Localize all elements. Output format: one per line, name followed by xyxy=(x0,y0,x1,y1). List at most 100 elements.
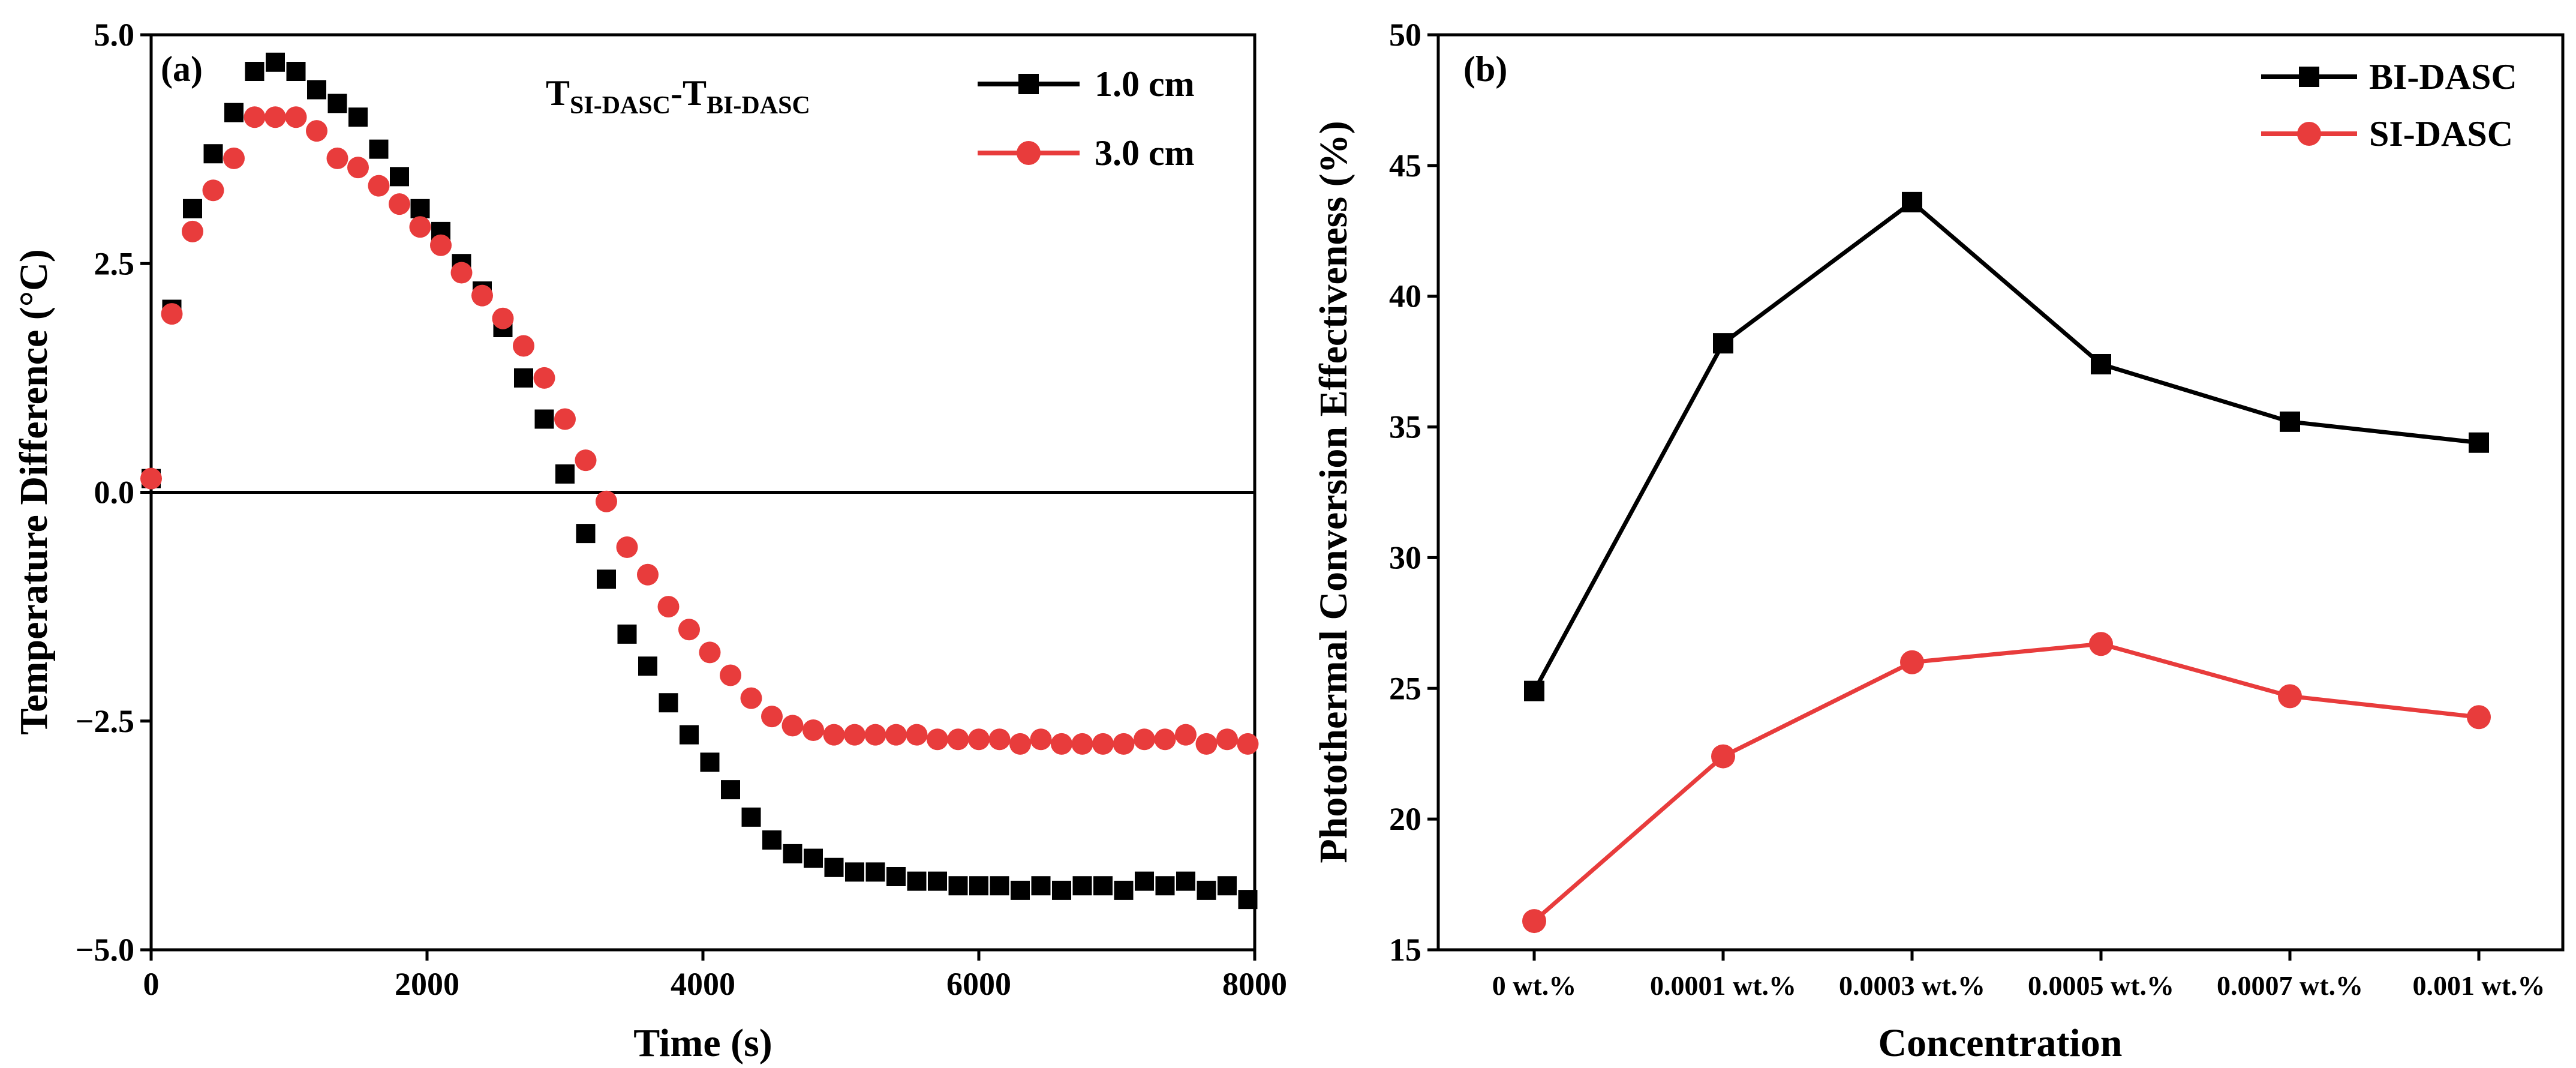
annotation-sub1: SI-DASC xyxy=(570,92,671,119)
panel-a-data-point xyxy=(928,871,947,891)
panel-b-legend: BI-DASC SI-DASC xyxy=(2261,57,2517,154)
panel-b-series-1 xyxy=(1522,632,2491,934)
panel-a-data-point xyxy=(741,807,761,827)
panel-a-data-point xyxy=(223,147,245,169)
panel-a-data-point xyxy=(823,724,845,746)
panel-a-data-point xyxy=(533,367,555,389)
panel-b-x-tick-label: 0.001 wt.% xyxy=(2412,970,2545,1001)
panel-a-data-point xyxy=(657,596,680,618)
panel-a-data-point xyxy=(804,848,823,868)
annotation-t1: T xyxy=(546,73,570,113)
panel-b-legend-marker xyxy=(2297,122,2321,146)
panel-a-y-tick-label: 0.0 xyxy=(94,475,135,511)
panel-a-series-1 xyxy=(140,106,1259,755)
panel-b-data-point xyxy=(1711,744,1735,769)
panel-b-y-tick-label: 50 xyxy=(1389,17,1421,53)
panel-a-data-point xyxy=(1155,876,1175,896)
panel-a-series xyxy=(140,52,1259,910)
panel-a-data-point xyxy=(389,193,410,215)
panel-b-y-tick-label: 45 xyxy=(1389,148,1421,184)
panel-a-data-point xyxy=(430,234,452,256)
panel-a-data-point xyxy=(513,335,534,357)
panel-a-data-point xyxy=(968,728,990,751)
panel-a-y-tick-label: −5.0 xyxy=(76,932,134,968)
panel-a-data-point xyxy=(1134,728,1155,751)
panel-b-x-tick-label: 0.0003 wt.% xyxy=(1839,970,1985,1001)
panel-b-y-tick-label: 25 xyxy=(1389,670,1421,706)
panel-b-data-point xyxy=(1524,680,1544,701)
panel-a-data-point xyxy=(326,147,348,169)
panel-a-data-point xyxy=(1009,733,1031,755)
panel-a-data-point xyxy=(1237,733,1259,755)
panel-a-data-point xyxy=(1093,876,1113,896)
panel-a-data-point xyxy=(306,120,327,142)
panel-b-x-tick-label: 0.0001 wt.% xyxy=(1650,970,1796,1001)
panel-b-data-point xyxy=(2467,705,2491,730)
panel-b-data-point xyxy=(2280,411,2300,432)
panel-a-data-point xyxy=(947,728,969,751)
panel-a-data-point xyxy=(1195,733,1218,755)
panel-a-data-point xyxy=(1052,880,1071,900)
panel-a-data-point xyxy=(720,664,741,686)
panel-a-data-point xyxy=(783,844,802,863)
panel-b-data-point xyxy=(1522,909,1546,934)
panel-a-data-point xyxy=(1238,890,1258,910)
panel-b-series xyxy=(1522,191,2491,934)
panel-b-series-0 xyxy=(1524,191,2489,701)
panel-a-data-point xyxy=(307,80,326,100)
panel-a-data-point xyxy=(471,284,493,307)
panel-a-data-point xyxy=(700,752,720,772)
panel-a-x-tick-label: 0 xyxy=(143,966,160,1002)
panel-a-data-point xyxy=(1114,880,1134,900)
panel-b-y-axis-title: Photothermal Conversion Effectiveness (%… xyxy=(1312,121,1355,863)
panel-a-data-point xyxy=(948,876,968,896)
panel-a-data-point xyxy=(1175,724,1197,746)
panel-a-data-point xyxy=(864,724,886,746)
panel-a-data-point xyxy=(1071,733,1093,755)
panel-a-data-point xyxy=(1113,733,1135,755)
panel-b-data-point xyxy=(1713,333,1733,354)
panel-a-data-point xyxy=(1218,876,1237,896)
panel-a-data-point xyxy=(927,728,948,751)
panel-a-legend-label: 1.0 cm xyxy=(1095,64,1195,104)
panel-a-data-point xyxy=(844,724,865,746)
panel-a-data-point xyxy=(597,569,616,589)
panel-a-data-point xyxy=(721,780,740,800)
panel-a-data-point xyxy=(1154,728,1176,751)
panel-b-y-tick-label: 15 xyxy=(1389,932,1421,968)
panel-a-data-point xyxy=(347,157,369,179)
panel-a-y-tick-label: 5.0 xyxy=(94,17,135,53)
panel-a-data-point xyxy=(514,368,533,388)
panel-a-data-point xyxy=(369,139,389,159)
panel-a-data-point xyxy=(555,464,575,484)
panel-a-legend-label: 3.0 cm xyxy=(1095,133,1195,173)
panel-a-data-point xyxy=(1051,733,1072,755)
panel-a-data-point xyxy=(699,641,721,664)
panel-a-data-point xyxy=(286,62,306,81)
panel-a-data-point xyxy=(781,715,804,737)
panel-a-data-point xyxy=(161,303,183,325)
panel-a-chart: 0 2000 4000 6000 8000 −5.0 −2.5 0.0 2.5 5.0 (a) T… xyxy=(12,17,1287,1065)
panel-a-ticks: 0 2000 4000 6000 8000 −5.0 −2.5 0.0 2.5 5.0 xyxy=(76,17,1287,1002)
panel-b-chart: 0 wt.% 0.0001 wt.% 0.0003 wt.% 0.0005 wt.% 0… xyxy=(1312,17,2565,1065)
panel-a-data-point xyxy=(616,536,638,558)
panel-a-data-point xyxy=(678,619,700,641)
panel-a-x-tick-label: 8000 xyxy=(1222,966,1287,1002)
panel-b-label: (b) xyxy=(1463,49,1507,89)
panel-a-data-point xyxy=(390,167,409,187)
panel-a-data-point xyxy=(266,52,285,72)
panel-a-data-point xyxy=(285,106,307,128)
panel-a-data-point xyxy=(1030,728,1052,751)
panel-b-ticks: 0 wt.% 0.0001 wt.% 0.0003 wt.% 0.0005 wt.% 0… xyxy=(1389,17,2545,1001)
panel-a-data-point xyxy=(845,862,864,882)
panel-b-y-tick-label: 20 xyxy=(1389,801,1421,837)
panel-a-legend-marker xyxy=(1017,141,1041,165)
panel-b-x-tick-label: 0.0007 wt.% xyxy=(2217,970,2363,1001)
panel-a-y-tick-label: 2.5 xyxy=(94,245,135,281)
panel-a-data-point xyxy=(409,216,431,238)
panel-a-data-point xyxy=(990,876,1009,896)
panel-a-data-point xyxy=(740,687,762,709)
panel-a-data-point xyxy=(1216,728,1238,751)
panel-a-data-point xyxy=(183,199,202,218)
